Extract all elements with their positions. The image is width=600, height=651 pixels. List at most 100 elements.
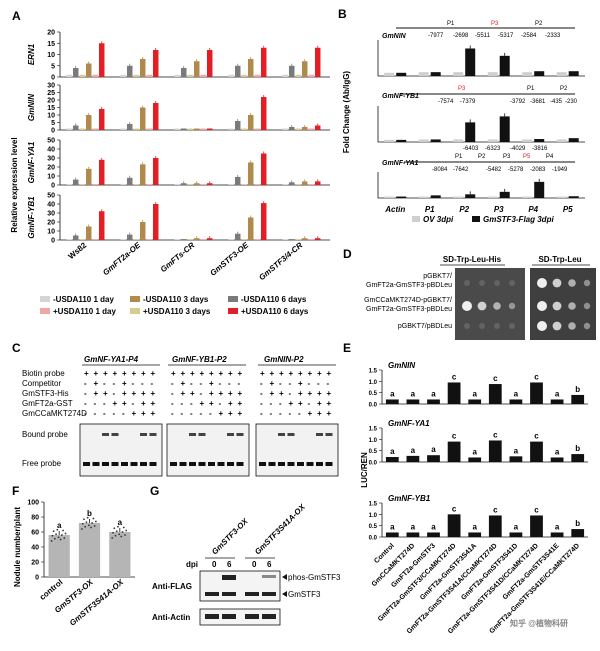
bar <box>568 71 579 76</box>
yeast-colony <box>493 302 501 310</box>
emsa-sign: - <box>317 379 320 388</box>
data-point <box>81 522 84 525</box>
y-tick-label: 25 <box>47 90 55 97</box>
panel-letter-d: D <box>343 247 352 261</box>
emsa-sign: - <box>289 389 292 398</box>
emsa-sign: + <box>209 379 214 388</box>
emsa-sign: + <box>279 389 284 398</box>
bar <box>568 196 579 198</box>
bar <box>139 107 146 130</box>
emsa-sign: + <box>113 399 118 408</box>
bar <box>308 128 314 130</box>
emsa-sign: - <box>84 399 87 408</box>
bar <box>85 226 92 240</box>
bar <box>133 239 139 240</box>
emsa-sign: + <box>289 369 294 378</box>
emsa-sign: - <box>327 379 330 388</box>
band-actin <box>245 614 259 619</box>
emsa-sign: - <box>270 409 273 418</box>
emsa-sign: + <box>122 379 127 388</box>
row-label-flag: Anti-FLAG <box>152 582 192 591</box>
emsa-sign: + <box>327 399 332 408</box>
emsa-sign: + <box>298 389 303 398</box>
emsa-sign: + <box>308 409 313 418</box>
category-label: GmSTF3/4-CR <box>257 241 304 283</box>
bar <box>509 399 523 404</box>
band-label-phos: phos-GmSTF3 <box>288 573 341 582</box>
emsa-sign: - <box>113 389 116 398</box>
y2h-header-tl: SD-Trp-Leu <box>538 255 581 264</box>
emsa-gel-3 <box>255 423 339 477</box>
bar <box>418 72 429 76</box>
bar <box>308 74 314 77</box>
data-point <box>113 527 116 530</box>
bar <box>72 179 79 185</box>
emsa-sign: + <box>238 409 243 418</box>
dpi-6: 6 <box>227 560 232 569</box>
emsa-sign: - <box>122 409 125 418</box>
significance-letter: a <box>431 445 436 454</box>
bar <box>385 532 399 537</box>
promoter-p1: P1 <box>447 21 455 27</box>
bar <box>234 65 241 77</box>
bar <box>180 128 187 130</box>
bar <box>314 125 321 130</box>
emsa-sign: + <box>122 399 127 408</box>
emsa-sign: + <box>228 369 233 378</box>
free-band <box>325 462 333 466</box>
y-tick-label: 1.5 <box>369 502 378 508</box>
bar <box>384 139 395 142</box>
legend-label: -USDA110 6 days <box>241 295 307 304</box>
coord: -3792 <box>510 99 526 105</box>
significance-letter: c <box>452 504 457 513</box>
bar <box>282 128 288 130</box>
panel-letter-b: B <box>338 7 347 21</box>
bar <box>92 74 98 77</box>
bar <box>418 196 429 198</box>
bar <box>260 203 267 240</box>
emsa-sign: + <box>200 369 205 378</box>
coord: -5511 <box>475 33 491 39</box>
emsa-sign: + <box>228 399 233 408</box>
significance-letter: a <box>555 447 560 456</box>
band-stf3 <box>245 592 259 596</box>
yeast-colony <box>552 278 562 288</box>
bar <box>571 394 585 404</box>
y-tick-label: 0 <box>51 128 55 135</box>
bound-band <box>140 433 147 436</box>
band-phos-lane2 <box>222 575 236 580</box>
free-band <box>208 462 215 466</box>
emsa-sign: - <box>228 379 231 388</box>
y-tick-label: 0 <box>51 183 55 190</box>
y-tick-label: 1.5 <box>369 369 378 375</box>
y-tick-label: 0.5 <box>369 391 378 397</box>
bar <box>187 184 193 185</box>
y2h-row-1b: GmFT2a-GmSTF3-pBDLeu <box>366 282 452 289</box>
coord: -6403 <box>463 146 479 152</box>
bar <box>241 128 247 130</box>
bar <box>465 48 476 76</box>
legend-label: -USDA110 3 days <box>143 295 209 304</box>
bar <box>146 239 152 240</box>
data-point <box>117 525 119 528</box>
bar <box>406 455 420 462</box>
coord: -5317 <box>498 33 514 39</box>
panel-b: Fold Change (Ab/IgG) GmNIN P1 P3 P2 -797… <box>342 21 585 224</box>
emsa-sign: + <box>327 389 332 398</box>
free-band <box>278 462 285 466</box>
significance-letter: c <box>493 374 498 383</box>
bar <box>120 184 126 185</box>
bar <box>384 196 395 198</box>
bar <box>556 139 567 142</box>
y-tick-label: 0.0 <box>369 403 378 409</box>
emsa-sign: + <box>151 399 156 408</box>
bar <box>234 176 241 185</box>
emsa-sign: + <box>228 409 233 418</box>
bar <box>79 74 85 77</box>
data-point <box>52 530 55 533</box>
promoter-diagram-gmnin: GmNIN P1 P3 P2 -7977 -2698 -5511 -5317 -… <box>382 21 575 40</box>
yeast-colony <box>462 301 472 311</box>
panel-g: GmSTF3-OX GmSTF3S41A-OX dpi 0 6 0 6 Anti… <box>152 502 341 626</box>
significance-letter: a <box>555 389 560 398</box>
emsa-sign: + <box>190 389 195 398</box>
